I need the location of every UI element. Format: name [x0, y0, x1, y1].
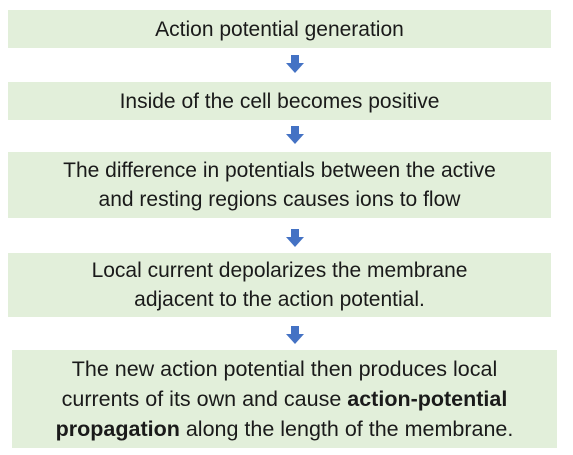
- flow-step-2: Inside of the cell becomes positive: [8, 82, 551, 120]
- arrow-down-icon: [286, 229, 304, 247]
- flow-step-5: The new action potential then produces l…: [12, 350, 557, 448]
- flow-step-4-text: Local current depolarizes the membrane a…: [92, 256, 468, 314]
- flow-step-3: The difference in potentials between the…: [8, 152, 551, 218]
- flow-step-5-bold-term-2: propagation: [55, 417, 180, 441]
- flow-step-5-line-1: The new action potential then produces l…: [71, 357, 498, 381]
- flow-step-4: Local current depolarizes the membrane a…: [8, 253, 551, 317]
- flow-step-5-line-3-regular: along the length of the membrane.: [179, 417, 514, 441]
- flow-step-1: Action potential generation: [8, 10, 551, 48]
- flow-step-4-line-1: Local current depolarizes the membrane: [91, 259, 468, 282]
- arrow-down-icon: [286, 326, 304, 344]
- flow-step-3-text: The difference in potentials between the…: [63, 156, 496, 214]
- flow-step-2-text: Inside of the cell becomes positive: [119, 89, 440, 113]
- flow-step-3-line-1: The difference in potentials between the…: [63, 159, 496, 182]
- flow-step-4-line-2: adjacent to the action potential.: [134, 288, 425, 311]
- arrow-down-icon: [286, 126, 304, 144]
- flow-step-3-line-2: and resting regions causes ions to flow: [98, 188, 461, 211]
- flow-step-5-line-2-regular: currents of its own and cause: [61, 387, 348, 411]
- flow-step-5-bold-term-1: action-potential: [347, 387, 508, 411]
- arrow-down-icon: [286, 55, 304, 73]
- flow-step-1-text: Action potential generation: [155, 17, 404, 41]
- flow-step-5-text: The new action potential then produces l…: [56, 354, 514, 444]
